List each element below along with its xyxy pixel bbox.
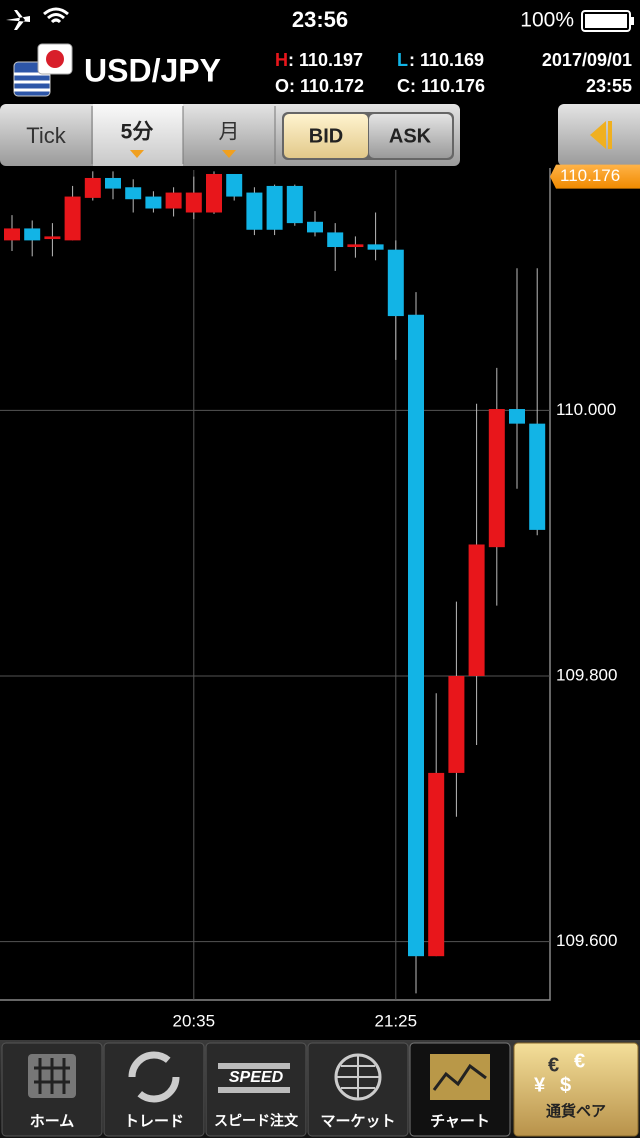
candle-body (408, 314, 424, 957)
candle-body (367, 244, 384, 250)
candle-body (327, 232, 344, 248)
chart-icon-line (432, 1063, 487, 1091)
currency-icon-text: ¥ (534, 1074, 546, 1096)
candle-body (145, 196, 162, 209)
currency-icon-text: € (548, 1054, 559, 1076)
x-tick-label: 21:25 (375, 1011, 418, 1030)
tab-dropdown (222, 150, 236, 158)
candle-body (488, 409, 505, 548)
candle-body (125, 187, 142, 200)
nav-label[interactable]: チャート (430, 1113, 490, 1130)
ask-bg[interactable] (369, 114, 452, 158)
quote-date: 2017/09/01 (542, 50, 632, 70)
nav-label[interactable]: スピード注文 (214, 1113, 299, 1129)
jp-flag-sun (46, 50, 64, 68)
quote-value: : 110.172 (289, 76, 364, 96)
candle-body (448, 675, 465, 773)
market-icon-lines (336, 1055, 380, 1099)
header: USD/JPY H : 110.197 L : 110.169 O : 110.… (13, 43, 632, 97)
tab[interactable]: ASK (389, 125, 432, 147)
quote-key: H (275, 50, 288, 70)
x-tick-label: 20:35 (173, 1011, 216, 1030)
y-tick-label: 110.000 (556, 400, 616, 419)
wifi-icon (43, 7, 69, 24)
status-bar: 23:56 100% (6, 7, 634, 32)
tab-dividers (91, 106, 276, 164)
panel-arrow (590, 121, 606, 149)
battery-text: 100% (520, 9, 574, 32)
candle-body (24, 228, 41, 241)
candle-body (266, 185, 283, 230)
airplane-icon (6, 10, 30, 30)
candle-body (529, 423, 546, 530)
candle-body (206, 173, 222, 213)
last-price-label: 110.176 (560, 166, 620, 185)
candle-body (185, 192, 202, 213)
chart: 109.600 109.800 110.000 20:35 21:25 110.176 (0, 164, 640, 1030)
candle-body (246, 192, 263, 230)
candle-body (387, 249, 404, 317)
bid-bg[interactable] (284, 114, 368, 158)
currency-icon-text: $ (560, 1074, 571, 1096)
candle-body (468, 544, 485, 676)
nav-label[interactable]: 通貨ペア (546, 1102, 606, 1120)
candle-body (165, 192, 182, 209)
quote-key: C (397, 76, 410, 96)
nav-label[interactable]: トレード (124, 1113, 184, 1130)
battery-icon (581, 10, 631, 32)
candle-body (347, 244, 364, 248)
battery-tip (631, 17, 634, 25)
candle-body (64, 196, 81, 241)
candle-body (428, 772, 445, 957)
quote-key: O (275, 76, 289, 96)
nav-button[interactable] (103, 1042, 205, 1137)
tab[interactable]: BID (309, 125, 343, 147)
candle-body (307, 221, 323, 233)
last-price-tag (550, 164, 640, 189)
tab[interactable]: Tick (26, 123, 67, 148)
quote-key: L (397, 50, 408, 70)
battery-level (585, 14, 627, 28)
candle-body (509, 409, 525, 424)
status-time: 23:56 (292, 7, 348, 32)
nav-label[interactable]: ホーム (30, 1113, 75, 1130)
tab[interactable]: 月 (219, 121, 240, 144)
panel-bar (608, 121, 612, 149)
quote-time: 23:55 (586, 76, 632, 96)
nav-button-currency[interactable] (513, 1042, 639, 1137)
tab[interactable]: 5分 (121, 121, 154, 144)
currency-icon-text: € (574, 1050, 585, 1072)
speed-icon (218, 1063, 290, 1093)
quote-value: : 110.169 (409, 50, 484, 70)
bottom-nav: SPEED € € ¥ $ ホーム トレード スピード注文 マーケット チャート… (0, 1040, 640, 1138)
tab-bar: Tick 5分 月 BID ASK (0, 104, 640, 166)
candle-body (286, 185, 303, 224)
candle-body (105, 177, 121, 189)
symbol: USD/JPY (84, 52, 221, 88)
y-tick-label: 109.600 (556, 931, 617, 950)
tab-dropdown (130, 150, 144, 158)
candle-body (226, 173, 243, 197)
speed-icon-text: SPEED (229, 1069, 284, 1086)
quote-value: : 110.197 (288, 50, 363, 70)
home-icon-grid (34, 1058, 70, 1094)
candle-body (44, 236, 61, 240)
plot-frame (0, 168, 551, 1001)
chart-icon (430, 1054, 490, 1100)
trade-icon (128, 1051, 180, 1103)
candle-body (4, 228, 20, 241)
y-tick-label: 109.800 (556, 665, 617, 684)
quote-value: : 110.176 (410, 76, 485, 96)
nav-label[interactable]: マーケット (320, 1113, 395, 1130)
candle-body (84, 177, 101, 198)
